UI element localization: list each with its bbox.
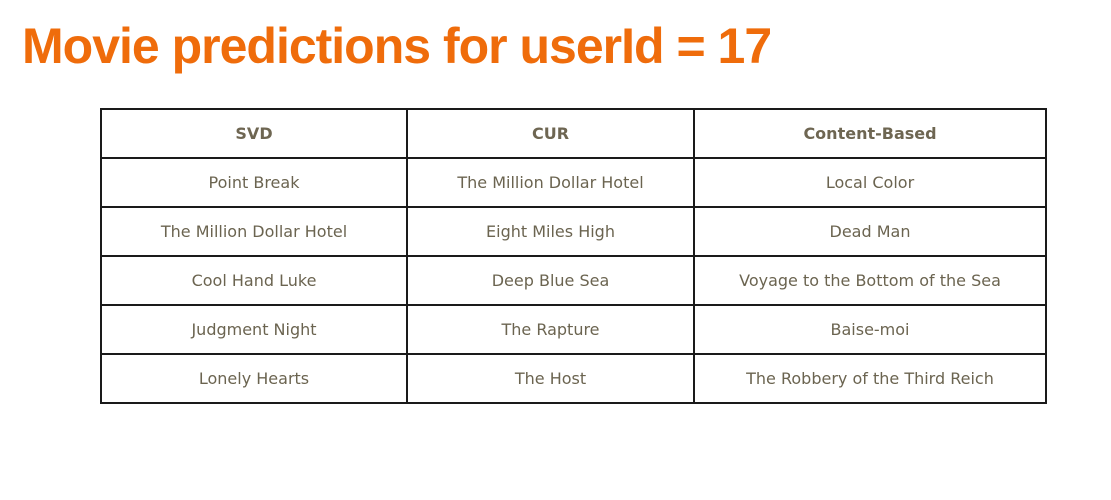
- table-cell: Dead Man: [693, 206, 1047, 257]
- table-cell: Voyage to the Bottom of the Sea: [693, 255, 1047, 306]
- table-row: The Million Dollar Hotel Eight Miles Hig…: [100, 206, 1047, 257]
- table-cell: Judgment Night: [100, 304, 408, 355]
- table-cell: The Host: [406, 353, 695, 404]
- table-cell: The Robbery of the Third Reich: [693, 353, 1047, 404]
- table-row: Lonely Hearts The Host The Robbery of th…: [100, 353, 1047, 404]
- table-row: Point Break The Million Dollar Hotel Loc…: [100, 157, 1047, 208]
- table-cell: The Million Dollar Hotel: [100, 206, 408, 257]
- column-header-cur: CUR: [406, 108, 695, 159]
- table-cell: Point Break: [100, 157, 408, 208]
- predictions-table: SVD CUR Content-Based Point Break The Mi…: [100, 108, 1047, 404]
- table-cell: Baise-moi: [693, 304, 1047, 355]
- table-cell: Deep Blue Sea: [406, 255, 695, 306]
- column-header-content-based: Content-Based: [693, 108, 1047, 159]
- table-cell: Cool Hand Luke: [100, 255, 408, 306]
- column-header-svd: SVD: [100, 108, 408, 159]
- table-header-row: SVD CUR Content-Based: [100, 108, 1047, 159]
- table-cell: Lonely Hearts: [100, 353, 408, 404]
- table-cell: Local Color: [693, 157, 1047, 208]
- table-cell: The Rapture: [406, 304, 695, 355]
- page-title: Movie predictions for userId = 17: [22, 18, 772, 74]
- table-cell: Eight Miles High: [406, 206, 695, 257]
- table-row: Judgment Night The Rapture Baise-moi: [100, 304, 1047, 355]
- table-cell: The Million Dollar Hotel: [406, 157, 695, 208]
- table-row: Cool Hand Luke Deep Blue Sea Voyage to t…: [100, 255, 1047, 306]
